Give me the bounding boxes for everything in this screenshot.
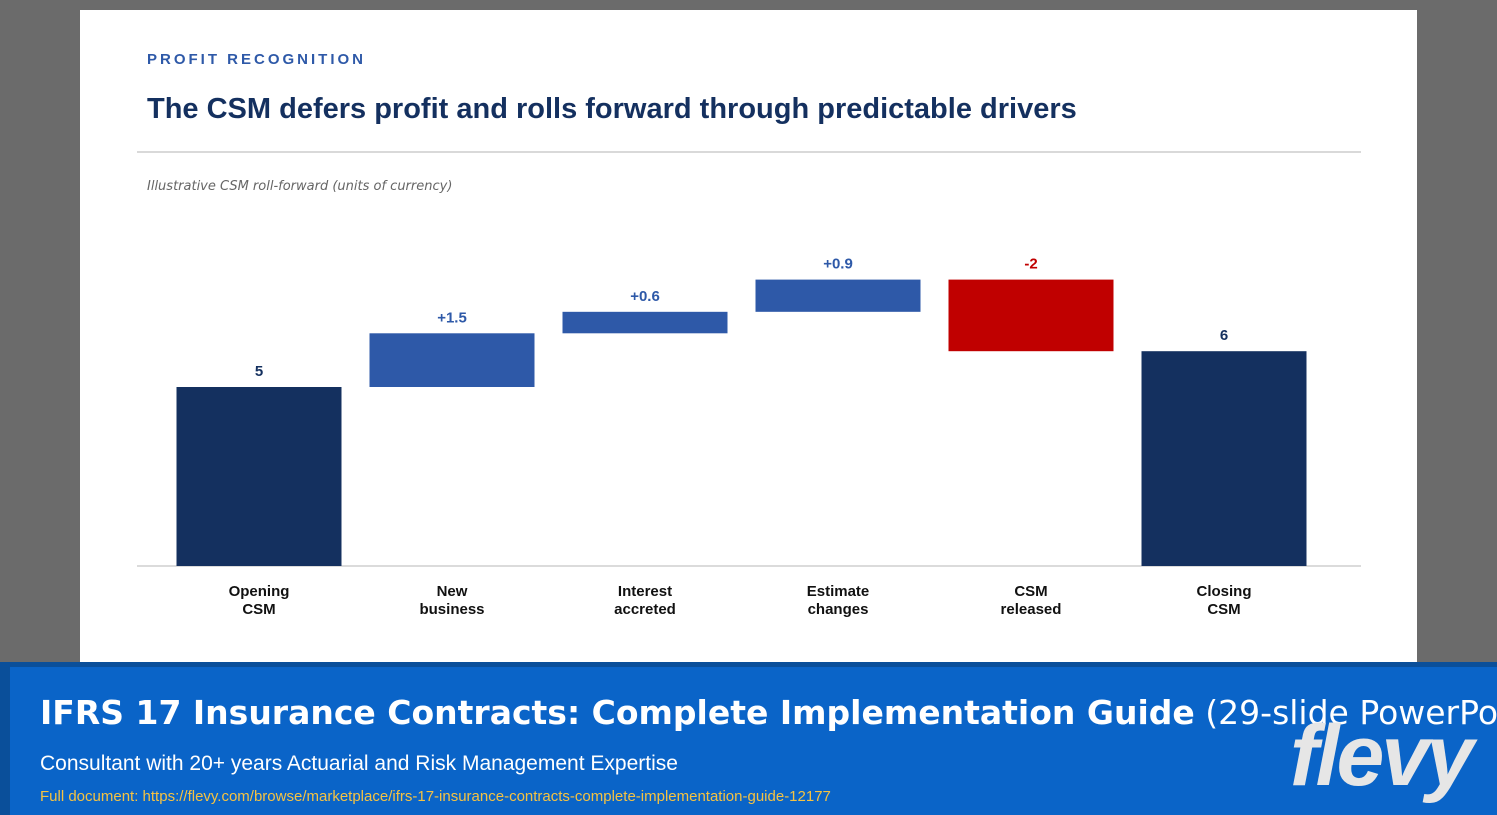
chart: 5 +1.5 +0.6 +0.9 -2 6 [137,256,1361,567]
data-label: 5 [255,363,263,380]
data-label: +1.5 [437,309,467,326]
data-label: +0.6 [630,288,660,305]
bar [176,387,342,566]
kicker: PROFIT RECOGNITION [147,51,366,68]
x-tick-label: Estimate changes [806,583,870,618]
separator [137,151,1361,153]
data-label: -2 [1024,256,1037,273]
slide-heading: The CSM defers profit and rolls forward … [147,93,1077,125]
doc-title-suffix: (29-slide PowerPoint) [1205,693,1497,732]
x-tick-label: New business [419,583,485,618]
data-label: 6 [1220,327,1228,344]
banner: IFRS 17 Insurance Contracts: Complete Im… [0,662,1497,815]
data-label: +0.9 [823,256,853,273]
banner-edge [0,667,10,815]
x-tick-label: CSM released [1000,583,1062,618]
bar [1141,351,1307,566]
chart-subtitle: Illustrative CSM roll-forward (units of … [147,179,453,194]
document-link[interactable]: Full document: https://flevy.com/browse/… [40,788,831,805]
logo: flevy [1290,708,1474,804]
bar [755,279,921,312]
slide: PROFIT RECOGNITION The CSM defers profit… [80,10,1417,662]
x-tick-label: Interest accreted [614,583,676,618]
bar [369,333,535,387]
bar [948,279,1114,352]
author: Consultant with 20+ years Actuarial and … [40,752,678,775]
doc-title: IFRS 17 Insurance Contracts: Complete Im… [40,693,1195,732]
bar [562,311,728,334]
x-tick-label: Closing CSM [1196,583,1252,618]
banner-title: IFRS 17 Insurance Contracts: Complete Im… [40,693,1497,732]
x-tick-label: Opening CSM [228,583,290,618]
